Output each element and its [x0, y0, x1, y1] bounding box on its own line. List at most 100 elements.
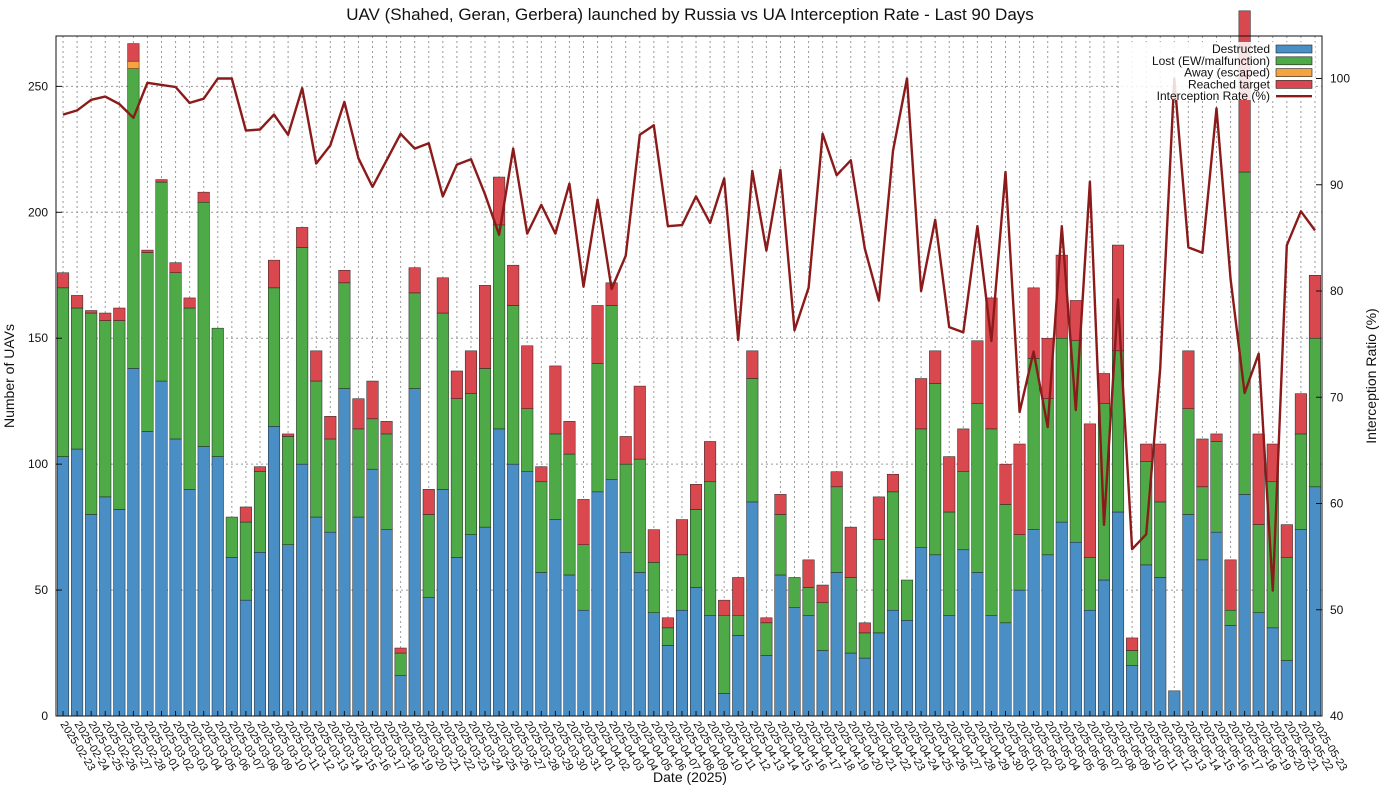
bar-lost — [521, 408, 534, 472]
y2-tick-label: 100 — [1330, 72, 1350, 86]
bar-reached — [366, 380, 379, 420]
bar-lost — [253, 471, 266, 553]
bar-reached — [943, 456, 956, 513]
bar-lost — [366, 418, 379, 470]
bar-destructed — [1154, 577, 1167, 717]
bar-lost — [690, 509, 703, 588]
bar-reached — [1196, 438, 1209, 488]
bar-away — [127, 60, 140, 69]
bar-lost — [999, 504, 1012, 624]
bar-reached — [1182, 350, 1195, 409]
bar-destructed — [183, 489, 196, 717]
axes-layer: 0501001502002504050607080901002025-02-23… — [28, 72, 1350, 774]
bar-destructed — [394, 675, 407, 717]
bar-reached — [282, 433, 295, 437]
bar-reached — [1041, 337, 1054, 399]
bar-reached — [1224, 559, 1237, 611]
bar-reached — [253, 466, 266, 472]
bar-destructed — [957, 549, 970, 717]
bar-reached — [985, 297, 998, 430]
bar-reached — [704, 441, 717, 483]
bar-reached — [183, 297, 196, 309]
y2-tick-label: 90 — [1330, 178, 1344, 192]
bar-destructed — [253, 552, 266, 717]
bar-destructed — [85, 514, 98, 717]
bar-destructed — [788, 607, 801, 717]
bar-destructed — [296, 463, 309, 717]
bar-lost — [1252, 524, 1265, 613]
bar-reached — [816, 584, 829, 603]
bar-reached — [1210, 433, 1223, 442]
bar-reached — [1140, 443, 1153, 462]
bar-lost — [675, 554, 688, 611]
bar-reached — [661, 617, 674, 629]
y2-tick-label: 60 — [1330, 497, 1344, 511]
bar-lost — [1280, 557, 1293, 661]
y2-tick-label: 80 — [1330, 284, 1344, 298]
bar-destructed — [647, 612, 660, 717]
bar-lost — [239, 521, 252, 601]
bar-destructed — [436, 489, 449, 717]
bar-destructed — [1112, 511, 1125, 717]
bar-destructed — [971, 572, 984, 717]
legend-swatch-lost — [1275, 56, 1313, 66]
y2-tick-label: 70 — [1330, 390, 1344, 404]
bar-destructed — [1252, 612, 1265, 717]
bar-reached — [971, 340, 984, 404]
bar-lost — [957, 471, 970, 551]
bar-lost — [605, 305, 618, 480]
bar-lost — [1055, 337, 1068, 523]
bar-reached — [479, 285, 492, 369]
legend-swatch-away — [1275, 68, 1313, 77]
bar-reached — [408, 267, 421, 294]
bar-destructed — [464, 534, 477, 717]
legend-label: Lost (EW/malfunction) — [1152, 54, 1270, 68]
bar-destructed — [999, 622, 1012, 717]
bar-reached — [563, 421, 576, 455]
x-axis-label: Date (2025) — [653, 769, 727, 785]
bar-destructed — [352, 516, 365, 717]
bar-reached — [1294, 393, 1307, 435]
bar-reached — [450, 370, 463, 399]
bar-lost — [1013, 534, 1026, 591]
bar-lost — [183, 307, 196, 490]
bar-reached — [464, 350, 477, 394]
y2-tick-label: 40 — [1330, 709, 1344, 723]
bar-destructed — [71, 448, 84, 717]
bar-reached — [422, 489, 435, 515]
bar-lost — [436, 312, 449, 490]
bar-destructed — [746, 501, 759, 717]
y-axis-label: Number of UAVs — [1, 324, 17, 428]
bar-destructed — [1182, 514, 1195, 717]
y-tick-label: 250 — [28, 79, 48, 93]
bar-destructed — [1013, 589, 1026, 717]
bar-destructed — [380, 529, 393, 717]
legend-swatch-reached — [1275, 80, 1313, 89]
bar-lost — [197, 201, 210, 447]
bar-destructed — [1140, 564, 1153, 717]
bar-reached — [858, 622, 871, 634]
bar-destructed — [886, 609, 899, 717]
bar-lost — [380, 433, 393, 530]
bar-reached — [1126, 637, 1139, 651]
bar-lost — [352, 428, 365, 518]
bar-destructed — [338, 388, 351, 717]
bar-destructed — [211, 456, 224, 717]
bar-lost — [225, 516, 238, 558]
bar-lost — [647, 562, 660, 613]
bar-lost — [971, 403, 984, 573]
bar-reached — [507, 264, 520, 306]
bar-destructed — [549, 519, 562, 717]
bar-lost — [57, 287, 70, 457]
bar-reached — [999, 463, 1012, 505]
y2-tick-label: 50 — [1330, 603, 1344, 617]
bar-reached — [619, 436, 632, 465]
bar-lost — [633, 458, 646, 573]
bar-reached — [760, 617, 773, 624]
bar-reached — [591, 305, 604, 364]
bar-reached — [155, 179, 168, 183]
bar-lost — [479, 368, 492, 528]
bar-reached — [886, 473, 899, 493]
bar-reached — [493, 176, 506, 226]
